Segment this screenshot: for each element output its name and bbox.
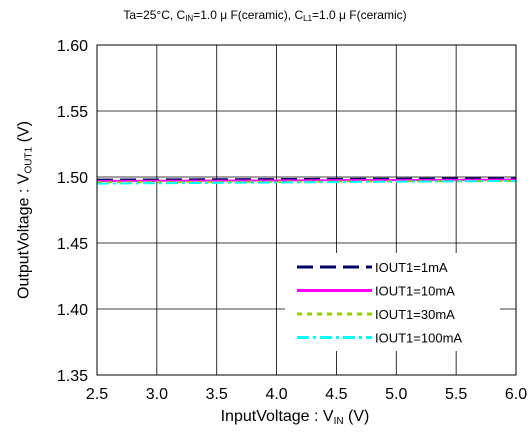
x-tick-label: 3.0	[146, 386, 168, 403]
x-tick-label: 2.5	[86, 386, 108, 403]
x-tick-label: 3.5	[206, 386, 228, 403]
y-tick-label: 1.45	[57, 236, 88, 253]
y-tick-label: 1.40	[57, 302, 88, 319]
legend-label: IOUT1=10mA	[375, 284, 455, 299]
x-tick-label: 4.0	[265, 386, 287, 403]
x-tick-label: 5.5	[445, 386, 467, 403]
x-tick-label: 5.0	[385, 386, 407, 403]
x-tick-label: 6.0	[505, 386, 527, 403]
y-axis-label: OutputVoltage : VOUT1 (V)	[15, 121, 35, 299]
legend-label: IOUT1=30mA	[375, 307, 455, 322]
plot-frame	[96, 44, 517, 376]
legend-label: IOUT1=100mA	[375, 331, 462, 346]
series-line-1	[96, 177, 517, 181]
x-tick-label: 4.5	[325, 386, 347, 403]
legend-label: IOUT1=1mA	[375, 260, 448, 275]
series-line-2	[96, 178, 517, 182]
y-tick-label: 1.50	[57, 170, 88, 187]
chart-title: Ta=25°C, CIN=1.0 μ F(ceramic), CL1=1.0 μ…	[123, 8, 407, 23]
series-line-4	[96, 179, 517, 185]
y-tick-label: 1.60	[57, 38, 88, 55]
y-tick-label: 1.35	[57, 368, 88, 385]
y-tick-label: 1.55	[57, 104, 88, 121]
x-axis-label: InputVoltage : VIN (V)	[220, 408, 370, 427]
legend: IOUT1=1mA IOUT1=10mA IOUT1=30mA IOUT1=100mA	[285, 253, 500, 351]
legend-background	[285, 253, 500, 351]
